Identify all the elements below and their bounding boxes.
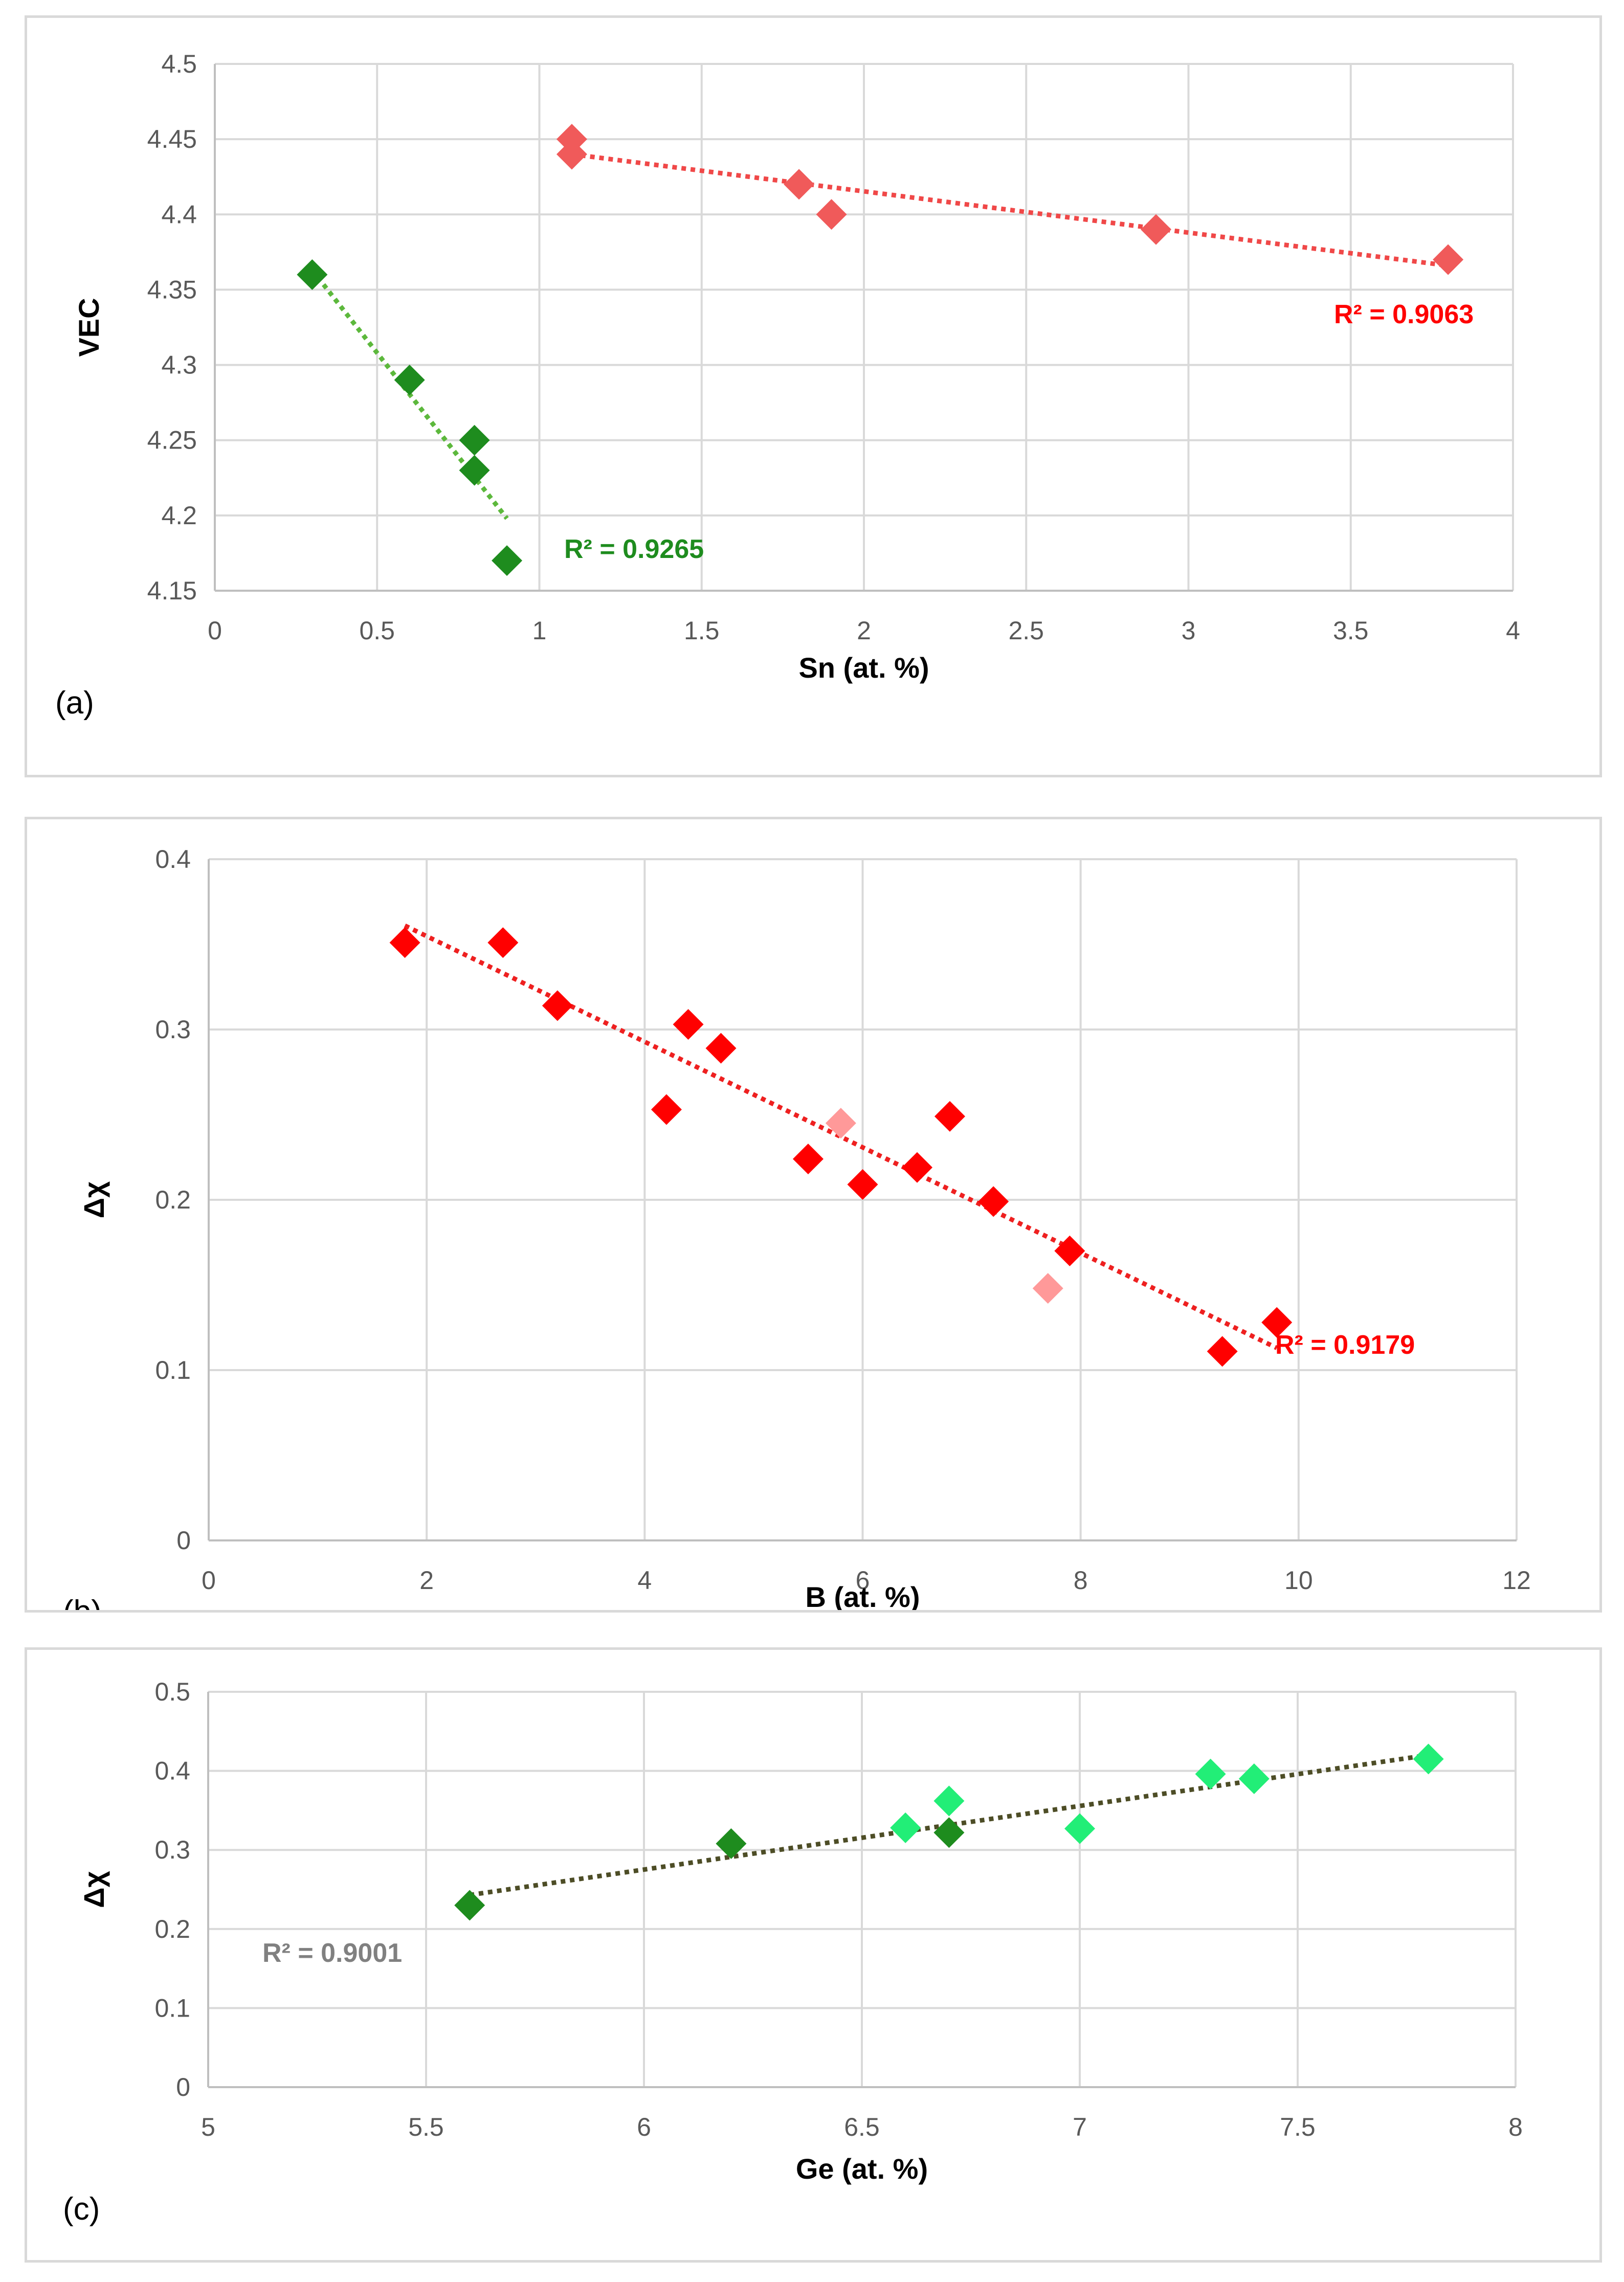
chart-c-y-tick-label: 0.3 bbox=[154, 1836, 190, 1864]
chart-a-x-tick-label: 1.5 bbox=[684, 616, 720, 645]
chart-c-data-point-bright-green bbox=[1064, 1813, 1095, 1844]
chart-b-data-point-red bbox=[1054, 1235, 1085, 1266]
chart-b-data-point-red bbox=[673, 1009, 704, 1040]
chart-b-y-tick-label: 0 bbox=[176, 1526, 191, 1555]
chart-c-data-point-dark-green bbox=[454, 1890, 485, 1921]
chart-a-x-tick-label: 1 bbox=[532, 616, 547, 645]
chart-b-x-tick-label: 12 bbox=[1502, 1566, 1531, 1595]
chart-a-data-point-red bbox=[556, 139, 587, 170]
chart-a-x-tick-label: 4 bbox=[1506, 616, 1520, 645]
chart-a-y-tick-label: 4.3 bbox=[161, 351, 197, 379]
chart-c-data-point-dark-green bbox=[716, 1828, 747, 1859]
chart-c-y-tick-label: 0.5 bbox=[154, 1677, 190, 1706]
chart-a-data-point-green bbox=[459, 424, 490, 456]
chart-a-x-tick-label: 3 bbox=[1182, 616, 1196, 645]
chart-a-panel-label: (a) bbox=[55, 685, 94, 721]
chart-a-x-tick-label: 2 bbox=[857, 616, 871, 645]
chart-b-data-point-red bbox=[705, 1033, 737, 1064]
chart-b-x-tick-label: 0 bbox=[202, 1566, 216, 1595]
chart-a-y-tick-label: 4.45 bbox=[147, 125, 197, 153]
chart-b-x-axis-title: B (at. %) bbox=[806, 1581, 920, 1610]
chart-a-trendline-red bbox=[571, 152, 1449, 268]
chart-c-plot: 5 5.5 6 6.5 7 7.5 8 0 0.1 0.2 0.3 0.4 0.5 Ge (at. %) Δ… bbox=[63, 1677, 1523, 2227]
chart-b-x-tick-label: 10 bbox=[1284, 1566, 1313, 1595]
chart-b-data-point-light-red bbox=[1032, 1273, 1063, 1304]
chart-b-data-point-light-red bbox=[825, 1108, 856, 1139]
chart-b-x-tick-label: 6 bbox=[856, 1566, 870, 1595]
chart-a-y-tick-label: 4.15 bbox=[147, 576, 197, 605]
chart-c-y-tick-label: 0.4 bbox=[154, 1757, 190, 1785]
chart-a-data-point-green bbox=[394, 365, 425, 395]
chart-b-x-tick-label: 4 bbox=[637, 1566, 652, 1595]
chart-b-y-tick-label: 0.3 bbox=[155, 1015, 191, 1044]
chart-c-x-tick-label: 7 bbox=[1073, 2113, 1087, 2141]
chart-b-data-point-red bbox=[487, 927, 519, 958]
chart-b-data-point-red bbox=[1207, 1336, 1238, 1367]
chart-b-y-tick-label: 0.1 bbox=[155, 1356, 191, 1384]
chart-b-plot: 0 2 4 6 8 10 12 0 0.1 0.2 0.3 0.4 B (at. %) Δχ (b) R² =… bbox=[63, 845, 1531, 1610]
chart-c-y-axis-title: Δχ bbox=[78, 1871, 110, 1908]
chart-c-x-tick-label: 6.5 bbox=[844, 2113, 880, 2141]
chart-a-y-tick-label: 4.5 bbox=[161, 50, 197, 78]
chart-c-data-point-bright-green bbox=[1195, 1758, 1226, 1789]
chart-b-y-tick-label: 0.2 bbox=[155, 1185, 191, 1214]
chart-b-data-point-red bbox=[978, 1186, 1009, 1217]
chart-a-x-tick-label: 0.5 bbox=[359, 616, 395, 645]
chart-a-x-tick-label: 3.5 bbox=[1333, 616, 1369, 645]
chart-a-data-point-red bbox=[784, 169, 815, 200]
chart-c-x-tick-label: 5.5 bbox=[408, 2113, 444, 2141]
chart-b-panel-label: (b) bbox=[63, 1594, 102, 1610]
chart-a-x-axis-title: Sn (at. %) bbox=[798, 652, 929, 684]
chart-a-x-tick-label: 0 bbox=[208, 616, 222, 645]
chart-b-data-point-red bbox=[1261, 1307, 1293, 1338]
chart-panel-c: 5 5.5 6 6.5 7 7.5 8 0 0.1 0.2 0.3 0.4 0.5 Ge (at. %) Δ… bbox=[25, 1647, 1602, 2263]
chart-a-data-point-red bbox=[816, 199, 847, 230]
chart-c-x-tick-label: 8 bbox=[1508, 2113, 1523, 2141]
chart-c-data-point-bright-green bbox=[1238, 1763, 1270, 1795]
chart-a-data-point-red bbox=[1433, 244, 1464, 275]
chart-a-data-point-green bbox=[459, 455, 490, 486]
chart-c-data-point-bright-green bbox=[890, 1812, 921, 1843]
chart-a-y-axis-title: VEC bbox=[73, 298, 105, 356]
chart-a-data-point-green bbox=[492, 545, 523, 576]
chart-c-x-tick-label: 6 bbox=[637, 2113, 651, 2141]
chart-b-data-point-red bbox=[847, 1169, 878, 1200]
chart-b-data-point-red bbox=[542, 990, 573, 1021]
chart-c-y-tick-label: 0 bbox=[176, 2073, 190, 2101]
chart-b-y-tick-label: 0.4 bbox=[155, 845, 191, 874]
chart-a-y-tick-label: 4.2 bbox=[161, 501, 197, 530]
chart-c-x-tick-label: 7.5 bbox=[1280, 2113, 1316, 2141]
chart-c-panel-label: (c) bbox=[63, 2191, 100, 2227]
chart-b-data-point-red bbox=[934, 1101, 965, 1132]
chart-c-r2-label: R² = 0.9001 bbox=[262, 1938, 402, 1968]
chart-panel-b: 0 2 4 6 8 10 12 0 0.1 0.2 0.3 0.4 B (at. %) Δχ (b) R² =… bbox=[25, 817, 1602, 1613]
chart-panel-a: 0 0.5 1 1.5 2 2.5 3 3.5 4 4.15 4.2 4.25 4.3 4.35 4.4 4.… bbox=[25, 15, 1602, 777]
chart-a-plot: 0 0.5 1 1.5 2 2.5 3 3.5 4 4.15 4.2 4.25 4.3 4.35 4.4 4.… bbox=[55, 50, 1520, 721]
chart-c-y-tick-label: 0.1 bbox=[154, 1994, 190, 2022]
chart-c-data-point-bright-green bbox=[933, 1785, 965, 1817]
chart-c-x-tick-label: 5 bbox=[201, 2113, 215, 2141]
chart-a-r2-label-green: R² = 0.9265 bbox=[564, 534, 704, 564]
chart-c-data-point-bright-green bbox=[1413, 1743, 1444, 1775]
chart-b-r2-label-red: R² = 0.9179 bbox=[1275, 1330, 1415, 1360]
chart-c-x-axis-title: Ge (at. %) bbox=[796, 2153, 928, 2185]
chart-b-data-point-red bbox=[902, 1152, 933, 1183]
chart-a-y-tick-label: 4.35 bbox=[147, 275, 197, 304]
chart-a-r2-label-red: R² = 0.9063 bbox=[1334, 300, 1474, 329]
chart-b-data-point-red bbox=[792, 1144, 824, 1175]
chart-a-data-point-red bbox=[1141, 214, 1172, 245]
chart-b-y-axis-title: Δχ bbox=[78, 1181, 110, 1219]
chart-a-x-tick-label: 2.5 bbox=[1008, 616, 1044, 645]
chart-b-data-point-red bbox=[389, 927, 420, 958]
chart-a-y-tick-label: 4.4 bbox=[161, 200, 197, 229]
chart-a-y-tick-label: 4.25 bbox=[147, 426, 197, 455]
chart-b-data-point-red bbox=[651, 1094, 682, 1125]
chart-c-y-tick-label: 0.2 bbox=[154, 1915, 190, 1943]
chart-b-x-tick-label: 8 bbox=[1074, 1566, 1088, 1595]
chart-a-data-point-green bbox=[297, 259, 328, 290]
chart-b-x-tick-label: 2 bbox=[419, 1566, 434, 1595]
chart-c-data-point-dark-green bbox=[933, 1817, 965, 1848]
